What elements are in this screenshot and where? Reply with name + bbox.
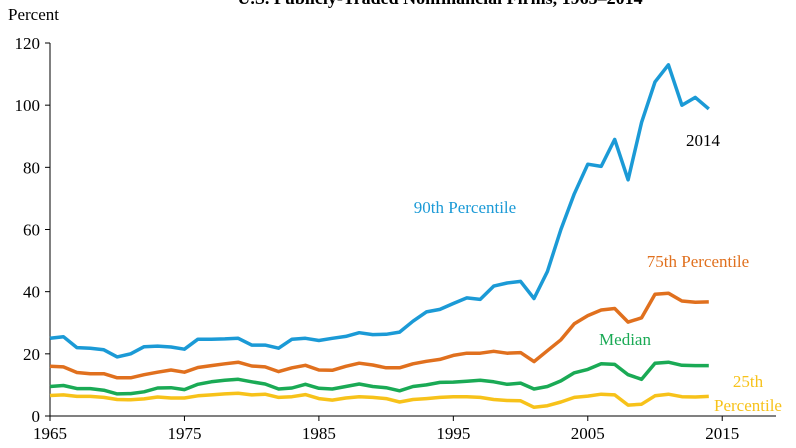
x-tick-label: 2005 — [571, 424, 605, 443]
y-axis-label: Percent — [8, 5, 59, 24]
y-tick-label: 0 — [32, 407, 41, 426]
y-tick-label: 60 — [23, 221, 40, 240]
x-tick-label: 1995 — [436, 424, 470, 443]
series-line — [49, 391, 709, 410]
x-tick-label: 1975 — [167, 424, 201, 443]
series-line — [49, 291, 709, 380]
series-label: 75th Percentile — [646, 252, 750, 271]
annotation: 2014 — [686, 131, 721, 150]
y-tick-label: 80 — [23, 158, 40, 177]
y-tick-label: 120 — [15, 34, 41, 53]
series-label: 90th Percentile — [413, 198, 517, 217]
series-line — [49, 360, 709, 396]
y-tick-label: 20 — [23, 345, 40, 364]
y-tick-label: 100 — [15, 96, 41, 115]
series-line — [49, 63, 710, 359]
x-tick-label: 1985 — [302, 424, 336, 443]
y-tick-label: 40 — [23, 283, 40, 302]
chart-title: U.S. Publicly-Traded Nonfinancial Firms,… — [237, 0, 642, 8]
series-label: Median — [599, 330, 651, 349]
x-tick-label: 2015 — [705, 424, 739, 443]
x-tick-label: 1965 — [33, 424, 67, 443]
series-label: 25th Percentile — [714, 372, 782, 415]
